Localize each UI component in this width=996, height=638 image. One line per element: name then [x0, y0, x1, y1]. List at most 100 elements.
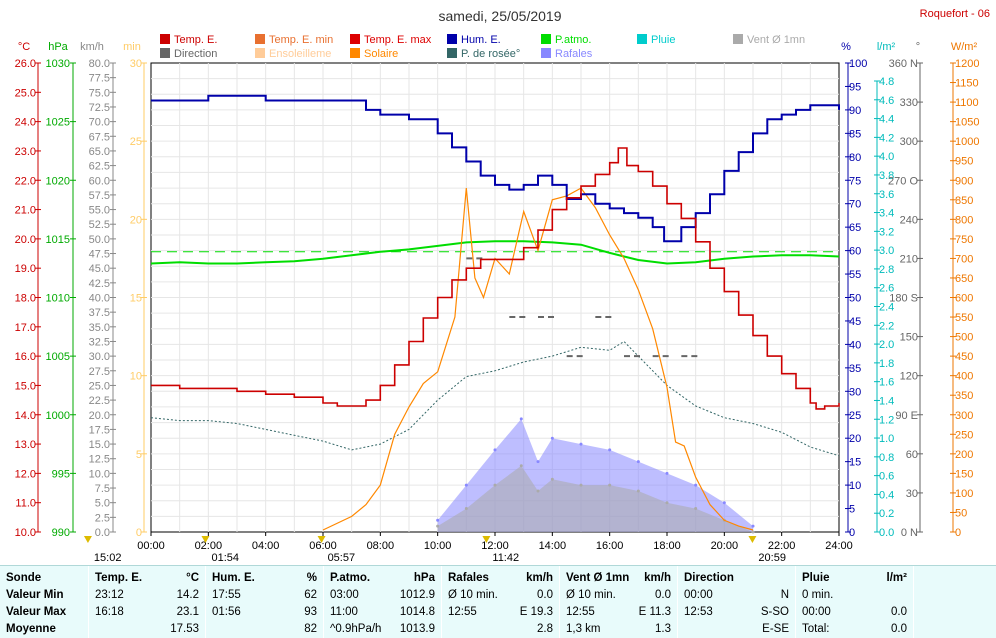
legend-label: Temp. E. min: [269, 34, 333, 46]
header-rafales: Rafales: [448, 572, 489, 584]
solar-tick-label: 250: [955, 429, 973, 441]
series-vent-1mn: [437, 465, 753, 532]
point-rafales: [636, 460, 640, 464]
rain-tick-label: 3.6: [879, 189, 894, 201]
press-tick-label: 990: [52, 527, 70, 539]
wind-tick-label: 10.0: [89, 468, 110, 480]
hum-tick-label: 70: [849, 199, 861, 211]
press-axis-unit: hPa: [48, 41, 68, 53]
hum-tick-label: 25: [849, 410, 861, 422]
legend-label: Solaire: [364, 48, 398, 60]
rain-tick-label: 1.4: [879, 395, 894, 407]
temp-tick-label: 20.0: [15, 234, 36, 246]
press-tick-label: 1000: [46, 410, 70, 422]
solar-tick-label: 100: [955, 488, 973, 500]
row-label-min: Valeur Min: [6, 589, 64, 601]
dir-tick-label: 90 E: [895, 410, 918, 422]
point-rafales: [579, 442, 583, 446]
time-marker-label: 01:54: [211, 552, 239, 564]
press-tick-label: 1025: [46, 117, 70, 129]
solar-tick-label: 450: [955, 351, 973, 363]
point-rafales: [751, 524, 755, 528]
wind-tick-label: 60.0: [89, 175, 110, 187]
wind-tick-label: 27.5: [89, 366, 110, 378]
point-vent-1mn: [608, 483, 612, 487]
rain-tick-label: 2.6: [879, 283, 894, 295]
temp-tick-label: 26.0: [15, 58, 36, 70]
solar-tick-label: 750: [955, 234, 973, 246]
time-tick-label: 24:00: [825, 540, 853, 552]
time-tick-label: 08:00: [367, 540, 395, 552]
rain-tick-label: 0.6: [879, 471, 894, 483]
chart-title: samedi, 25/05/2019: [439, 8, 562, 24]
col-hum: Hum. E.% 17:55 62 01:56 93 82: [212, 572, 317, 635]
hum-tick-label: 30: [849, 386, 861, 398]
solar-tick-label: 1100: [955, 97, 979, 109]
wind-tick-label: 22.5: [89, 395, 110, 407]
point-vent-1mn: [694, 507, 698, 511]
col-press: P.atmo. hPa 03:00 1012.9 11:00 1014.8 ^0.9h…: [330, 572, 435, 635]
solar-tick-label: 50: [955, 507, 967, 519]
hum-tick-label: 95: [849, 81, 861, 93]
legend-label: Pluie: [651, 34, 675, 46]
rain-tick-label: 4.6: [879, 95, 894, 107]
rain-tick-label: 3.4: [879, 208, 894, 220]
weather-chart: Temp. E. Temp. E. min Temp. E. max Hum. E. P…: [15, 8, 990, 564]
rain-tick-label: 3.0: [879, 245, 894, 257]
time-marker-icon: [482, 536, 491, 543]
wind-tick-label: 65.0: [89, 146, 110, 158]
solar-axis-unit: W/m²: [951, 41, 978, 53]
wind-tick-label: 0.0: [95, 527, 110, 539]
legend-label: Rafales: [555, 48, 593, 60]
temp-tick-label: 21.0: [15, 205, 36, 217]
header-sonde: Sonde: [6, 572, 42, 584]
dir-tick-label: 240: [900, 214, 918, 226]
temp-tick-label: 24.0: [15, 117, 36, 129]
point-rafales: [519, 417, 523, 421]
dir-tick-label: 300: [900, 136, 918, 148]
wind-tick-label: 32.5: [89, 336, 110, 348]
hum-tick-label: 35: [849, 363, 861, 375]
wind-tick-label: 35.0: [89, 322, 110, 334]
time-marker-icon: [83, 536, 92, 543]
solar-tick-label: 850: [955, 195, 973, 207]
series-temp-e: [151, 147, 840, 410]
point-rafales: [665, 471, 669, 475]
dir-tick-label: 120: [900, 371, 918, 383]
dir-tick-label: 270 O: [888, 175, 918, 187]
wind-tick-label: 15.0: [89, 439, 110, 451]
hum-tick-label: 85: [849, 128, 861, 140]
point-rafales: [493, 448, 497, 452]
rain-tick-label: 0.8: [879, 452, 894, 464]
wind-tick-label: 52.5: [89, 219, 110, 231]
rain-tick-label: 1.8: [879, 358, 894, 370]
point-rafales: [694, 483, 698, 487]
point-vent-1mn: [550, 477, 554, 481]
time-tick-label: 12:00: [481, 540, 509, 552]
temp-tick-label: 22.0: [15, 175, 36, 187]
rain-tick-label: 4.8: [879, 76, 894, 88]
dir-tick-label: 60: [906, 449, 918, 461]
legend-swatch: [541, 34, 551, 44]
wind-tick-label: 67.5: [89, 131, 110, 143]
solar-tick-label: 950: [955, 156, 973, 168]
point-vent-1mn: [665, 501, 669, 505]
chart-axes: 26.0 25.0 24.0 23.0 22.0 21.0 20.0 19.0 18.0 17.0…: [15, 41, 980, 564]
header-press: P.atmo.: [330, 572, 371, 584]
temp-tick-label: 25.0: [15, 87, 36, 99]
wind-tick-label: 47.5: [89, 249, 110, 261]
point-vent-1mn: [464, 507, 468, 511]
press-tick-label: 1005: [46, 351, 70, 363]
solar-tick-label: 350: [955, 390, 973, 402]
min-axis-unit: min: [123, 41, 141, 53]
time-tick-label: 16:00: [596, 540, 624, 552]
point-rafales: [608, 448, 612, 452]
legend-label: Direction: [174, 48, 217, 60]
time-tick-label: 14:00: [539, 540, 567, 552]
wind-tick-label: 2.5: [95, 512, 110, 524]
hum-tick-label: 40: [849, 339, 861, 351]
rain-tick-label: 0.2: [879, 508, 894, 520]
dir-tick-label: 330: [900, 97, 918, 109]
solar-tick-label: 0: [955, 527, 961, 539]
time-marker-label: 15:02: [94, 552, 122, 564]
